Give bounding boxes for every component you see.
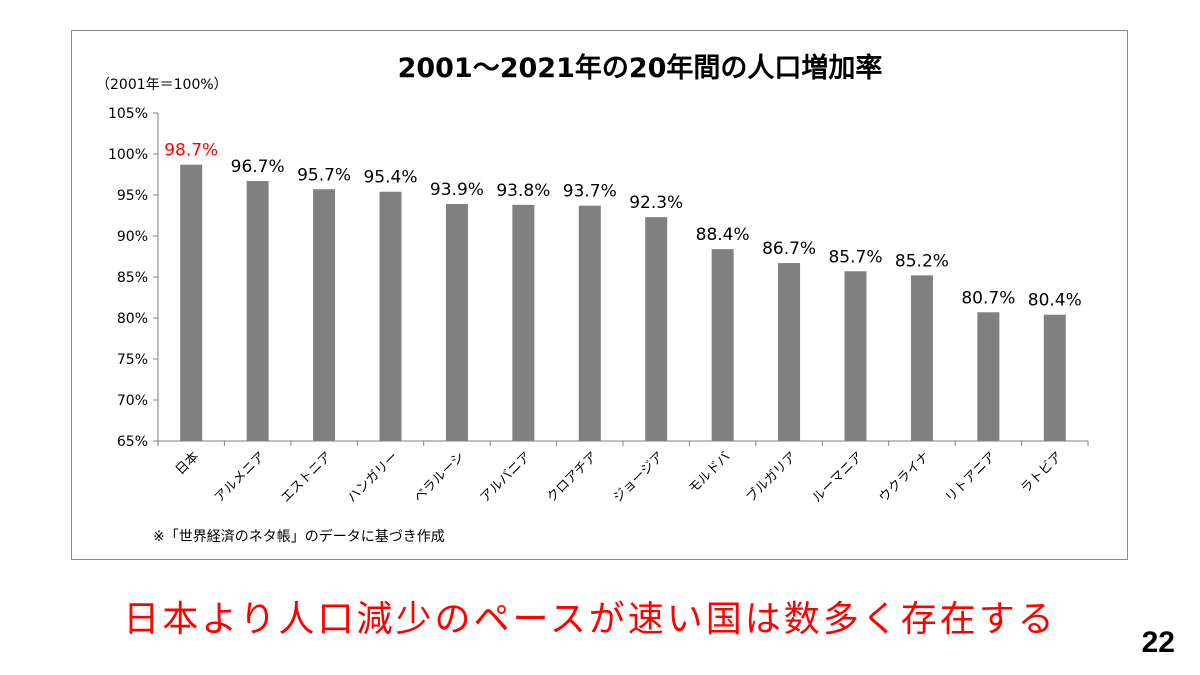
- chart-title: 2001～2021年の20年間の人口増加率: [397, 53, 883, 84]
- bar: [445, 204, 468, 441]
- y-tick-label: 100%: [108, 147, 148, 163]
- bar: [379, 191, 402, 441]
- bar-chart: 65% 70% 75% 80% 85% 90% 95% 100% 105% 98.7% 日本 96.7…: [108, 106, 1089, 506]
- data-label: 96.7%: [231, 157, 285, 177]
- bar: [844, 271, 867, 441]
- x-category-label: エストニア: [278, 449, 335, 506]
- x-category-label: アルメニア: [212, 449, 268, 505]
- x-category-label: リトアニア: [943, 449, 999, 505]
- bar: [1043, 314, 1066, 441]
- page-number: 22: [1141, 626, 1175, 659]
- y-tick-label: 85%: [117, 270, 148, 286]
- y-tick-label: 70%: [117, 393, 148, 409]
- slide-caption: 日本より人口減少のペースが速い国は数多く存在する: [123, 599, 1057, 640]
- bar: [778, 263, 801, 441]
- x-category-label: ジョージア: [611, 449, 667, 505]
- y-tick-label: 95%: [117, 188, 148, 204]
- y-tick-label: 75%: [117, 352, 148, 368]
- data-label: 93.8%: [496, 181, 550, 201]
- x-category-label: ウクライナ: [876, 449, 932, 505]
- bar: [977, 312, 1000, 441]
- bar: [910, 275, 933, 441]
- data-label: 80.7%: [961, 288, 1015, 308]
- data-label: 85.7%: [828, 247, 882, 267]
- y-tick-label: 105%: [108, 106, 148, 122]
- bar: [512, 204, 535, 441]
- bar: [711, 249, 734, 441]
- y-tick-label: 65%: [117, 434, 148, 450]
- data-label: 93.7%: [563, 182, 617, 202]
- unit-note: （2001年＝100%）: [96, 77, 228, 93]
- y-tick-label: 90%: [117, 229, 148, 245]
- x-category-label: ラトビア: [1018, 449, 1065, 496]
- data-label: 98.7%: [164, 141, 218, 161]
- source-note: ※「世界経済のネタ帳」のデータに基づき作成: [153, 529, 445, 545]
- data-label: 95.7%: [297, 165, 351, 185]
- bar: [645, 217, 668, 441]
- x-category-label: ルーマニア: [810, 449, 867, 506]
- bar: [246, 181, 269, 441]
- data-label: 95.4%: [363, 168, 417, 188]
- data-label: 86.7%: [762, 239, 816, 259]
- x-category-label: ベラルーシ: [411, 449, 467, 505]
- x-category-label: アルバニア: [478, 449, 534, 505]
- x-category-label: クロアチア: [544, 449, 600, 505]
- data-label: 88.4%: [696, 225, 750, 245]
- x-category-label: モルドバ: [686, 449, 733, 496]
- y-tick-label: 80%: [117, 311, 148, 327]
- data-label: 85.2%: [895, 251, 949, 271]
- bar: [578, 205, 601, 441]
- x-category-label: ブルガリア: [743, 449, 800, 506]
- data-label: 92.3%: [629, 193, 683, 213]
- bar: [313, 189, 336, 441]
- bar: [180, 164, 203, 441]
- data-label: 93.9%: [430, 180, 484, 200]
- x-category-label: 日本: [173, 449, 202, 478]
- data-label: 80.4%: [1028, 291, 1082, 311]
- x-category-label: ハンガリー: [345, 449, 402, 506]
